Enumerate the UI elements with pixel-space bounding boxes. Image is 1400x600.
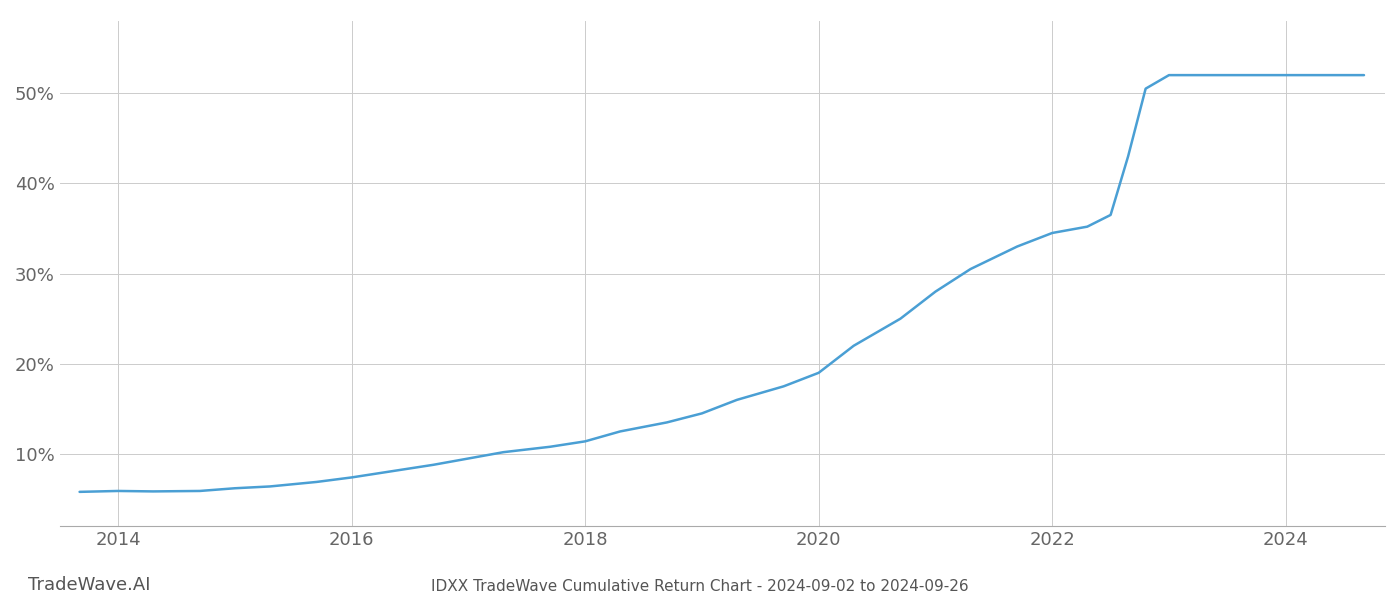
Text: TradeWave.AI: TradeWave.AI — [28, 576, 151, 594]
Text: IDXX TradeWave Cumulative Return Chart - 2024-09-02 to 2024-09-26: IDXX TradeWave Cumulative Return Chart -… — [431, 579, 969, 594]
